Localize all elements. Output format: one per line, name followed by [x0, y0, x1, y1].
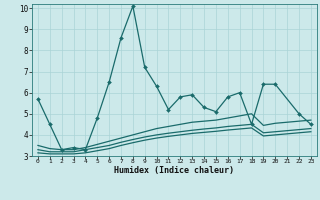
X-axis label: Humidex (Indice chaleur): Humidex (Indice chaleur) — [115, 166, 234, 175]
